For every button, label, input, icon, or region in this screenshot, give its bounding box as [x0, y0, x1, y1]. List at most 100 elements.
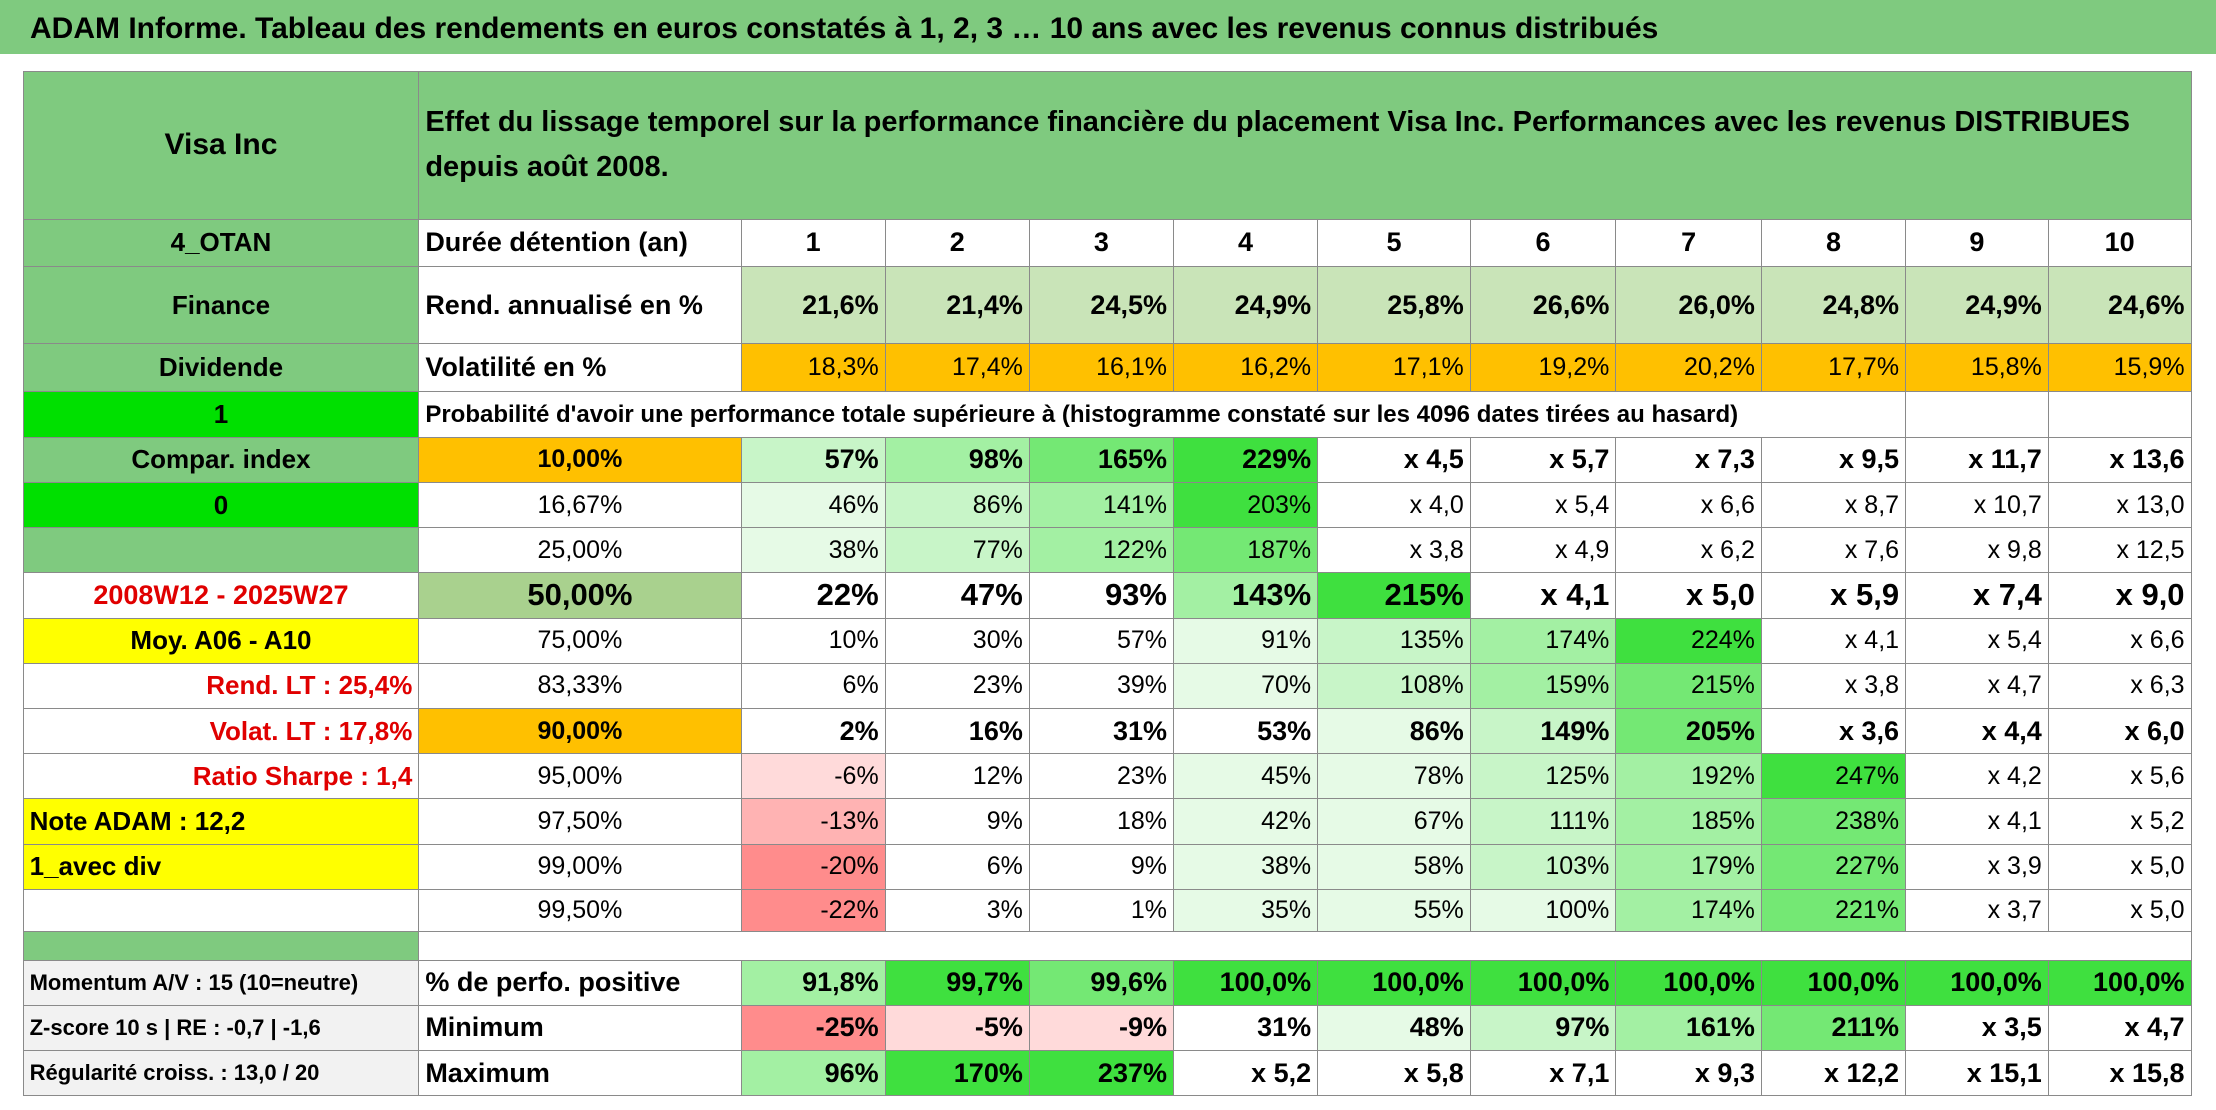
- value-cell: 203%: [1173, 481, 1319, 529]
- value-cell: x 5,7: [1469, 436, 1617, 483]
- row-label: Régularité croiss. : 13,0 / 20: [22, 1050, 420, 1097]
- value-cell: x 5,9: [1760, 572, 1907, 619]
- value-cell: x 3,6: [1760, 708, 1907, 755]
- value-cell: x 4,5: [1317, 436, 1471, 483]
- value-cell: x 6,6: [2047, 617, 2192, 664]
- value-cell: 22%: [740, 572, 886, 619]
- value-cell: 23%: [884, 662, 1030, 710]
- row-header: 10,00%: [418, 436, 742, 483]
- value-cell: 67%: [1317, 798, 1471, 845]
- value-cell: 100,0%: [1317, 959, 1471, 1006]
- value-cell: 122%: [1028, 527, 1174, 574]
- value-cell: 237%: [1028, 1050, 1174, 1097]
- value-cell: 93%: [1028, 572, 1174, 619]
- row-label: Rend. LT : 25,4%: [22, 662, 420, 710]
- column-header: 2: [884, 219, 1030, 267]
- value-cell: 211%: [1760, 1004, 1907, 1052]
- value-cell: x 10,7: [1905, 481, 2049, 529]
- description: Effet du lissage temporel sur la perform…: [418, 70, 2192, 221]
- value-cell: 135%: [1317, 617, 1471, 664]
- row-label: Volat. LT : 17,8%: [22, 708, 420, 755]
- value-cell: 205%: [1615, 708, 1762, 755]
- value-cell: 15,9%: [2047, 343, 2192, 393]
- gap-cell: [22, 931, 420, 961]
- value-cell: 161%: [1615, 1004, 1762, 1052]
- value-cell: x 7,1: [1469, 1050, 1617, 1097]
- value-cell: -20%: [740, 843, 886, 890]
- row-label: Momentum A/V : 15 (10=neutre): [22, 959, 420, 1006]
- value-cell: x 4,2: [1905, 753, 2049, 800]
- value-cell: x 8,7: [1760, 481, 1907, 529]
- value-cell: 3%: [884, 888, 1030, 933]
- value-cell: 78%: [1317, 753, 1471, 800]
- value-cell: 77%: [884, 527, 1030, 574]
- column-header: 10: [2047, 219, 2192, 267]
- row-header: Durée détention (an): [418, 219, 742, 267]
- value-cell: 229%: [1173, 436, 1319, 483]
- value-cell: 1%: [1028, 888, 1174, 933]
- column-header: 1: [740, 219, 886, 267]
- value-cell: x 13,6: [2047, 436, 2192, 483]
- value-cell: 10%: [740, 617, 886, 664]
- row-label: 1: [22, 391, 420, 438]
- value-cell: x 4,7: [1905, 662, 2049, 710]
- row-label: Z-score 10 s | RE : -0,7 | -1,6: [22, 1004, 420, 1052]
- value-cell: -13%: [740, 798, 886, 845]
- value-cell: x 5,0: [2047, 888, 2192, 933]
- value-cell: x 13,0: [2047, 481, 2192, 529]
- value-cell: x 6,6: [1615, 481, 1762, 529]
- value-cell: 100,0%: [1760, 959, 1907, 1006]
- value-cell: -5%: [884, 1004, 1030, 1052]
- value-cell: 170%: [884, 1050, 1030, 1097]
- value-cell: 55%: [1317, 888, 1471, 933]
- value-cell: x 9,0: [2047, 572, 2192, 619]
- value-cell: 149%: [1469, 708, 1617, 755]
- value-cell: 227%: [1760, 843, 1907, 890]
- column-header: 6: [1469, 219, 1617, 267]
- column-header: 4: [1173, 219, 1319, 267]
- value-cell: 17,4%: [884, 343, 1030, 393]
- value-cell: x 5,6: [2047, 753, 2192, 800]
- value-cell: 141%: [1028, 481, 1174, 529]
- value-cell: 24,8%: [1760, 265, 1907, 345]
- value-cell: x 9,3: [1615, 1050, 1762, 1097]
- row-label: Compar. index: [22, 436, 420, 483]
- row-header: 99,00%: [418, 843, 742, 890]
- row-header: 97,50%: [418, 798, 742, 845]
- row-header: Rend. annualisé en %: [418, 265, 742, 345]
- value-cell: 99,6%: [1028, 959, 1174, 1006]
- value-cell: x 15,8: [2047, 1050, 2192, 1097]
- value-cell: 215%: [1317, 572, 1471, 619]
- value-cell: 42%: [1173, 798, 1319, 845]
- value-cell: 70%: [1173, 662, 1319, 710]
- value-cell: 17,7%: [1760, 343, 1907, 393]
- value-cell: x 9,8: [1905, 527, 2049, 574]
- value-cell: 6%: [740, 662, 886, 710]
- value-cell: x 7,3: [1615, 436, 1762, 483]
- value-cell: x 4,9: [1469, 527, 1617, 574]
- value-cell: x 5,2: [1173, 1050, 1319, 1097]
- value-cell: 221%: [1760, 888, 1907, 933]
- value-cell: x 15,1: [1905, 1050, 2049, 1097]
- value-cell: 100,0%: [1905, 959, 2049, 1006]
- value-cell: 98%: [884, 436, 1030, 483]
- row-label: 1_avec div: [22, 843, 420, 890]
- value-cell: x 11,7: [1905, 436, 2049, 483]
- value-cell: 100,0%: [1469, 959, 1617, 1006]
- value-cell: 21,6%: [740, 265, 886, 345]
- value-cell: 187%: [1173, 527, 1319, 574]
- value-cell: x 5,4: [1469, 481, 1617, 529]
- value-cell: x 7,6: [1760, 527, 1907, 574]
- value-cell: x 5,0: [1615, 572, 1762, 619]
- value-cell: -25%: [740, 1004, 886, 1052]
- value-cell: x 5,4: [1905, 617, 2049, 664]
- value-cell: 15,8%: [1905, 343, 2049, 393]
- value-cell: 39%: [1028, 662, 1174, 710]
- row-header: 83,33%: [418, 662, 742, 710]
- value-cell: 58%: [1317, 843, 1471, 890]
- value-cell: 16,2%: [1173, 343, 1319, 393]
- value-cell: 86%: [884, 481, 1030, 529]
- row-label: [22, 888, 420, 933]
- value-cell: 24,9%: [1173, 265, 1319, 345]
